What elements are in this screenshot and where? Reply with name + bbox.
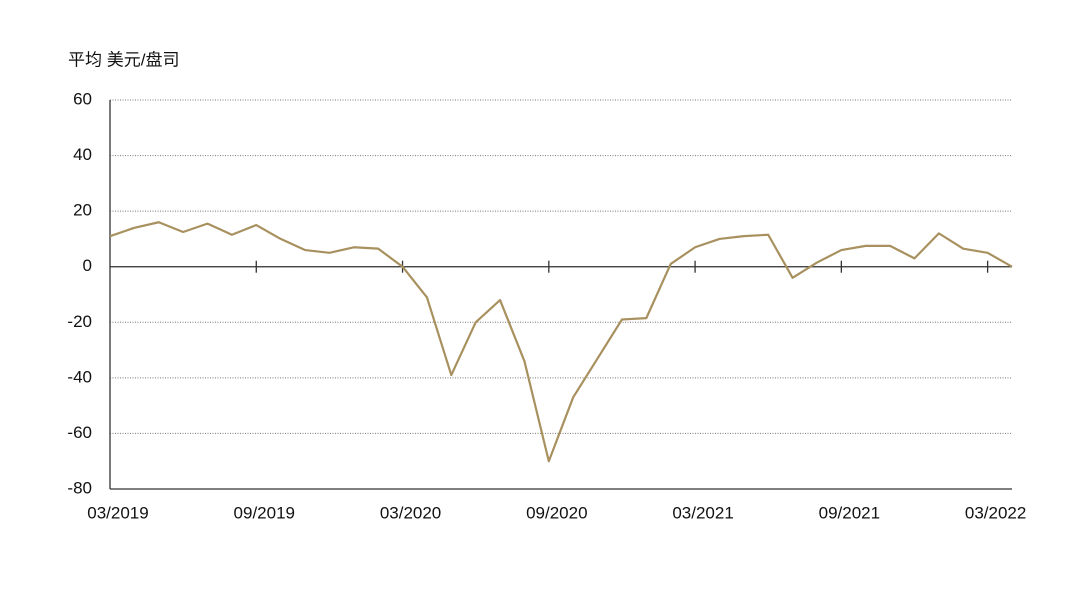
y-tick-label: 40 [73, 145, 92, 164]
x-tick-label: 03/2021 [672, 503, 733, 522]
x-tick-label: 03/2020 [380, 503, 441, 522]
y-tick-label: -40 [67, 367, 92, 386]
y-tick-label: -60 [67, 423, 92, 442]
x-tick-label: 09/2021 [819, 503, 880, 522]
y-tick-label: 20 [73, 201, 92, 220]
y-tick-label: 60 [73, 89, 92, 108]
y-axis-label: 平均 美元/盘司 [68, 50, 179, 69]
y-tick-label: -80 [67, 478, 92, 497]
y-tick-label: -20 [67, 312, 92, 331]
y-tick-label: 0 [83, 256, 92, 275]
x-tick-label: 03/2022 [965, 503, 1026, 522]
x-tick-label: 09/2019 [234, 503, 295, 522]
data-line [109, 221, 1013, 463]
x-tick-label: 03/2019 [87, 503, 148, 522]
x-tick-label: 09/2020 [526, 503, 587, 522]
